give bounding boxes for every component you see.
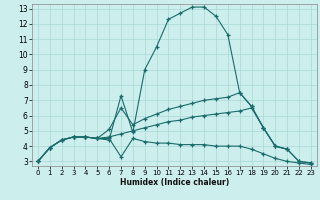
- X-axis label: Humidex (Indice chaleur): Humidex (Indice chaleur): [120, 178, 229, 187]
